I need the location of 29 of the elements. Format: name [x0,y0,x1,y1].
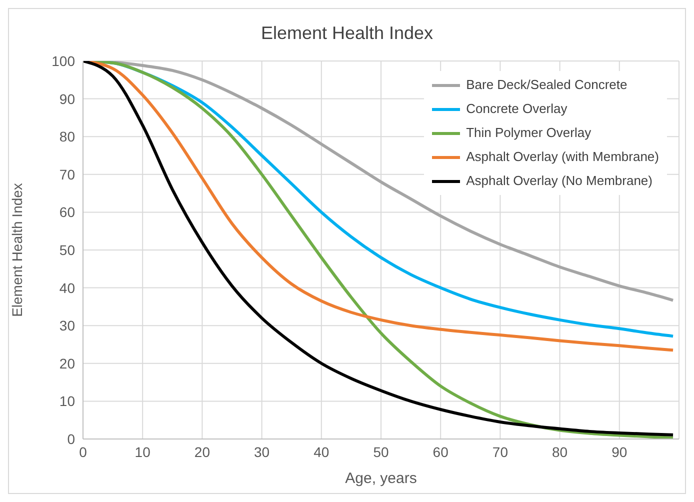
y-tick-label: 80 [59,128,76,145]
legend-label: Asphalt Overlay (with Membrane) [465,148,659,166]
y-axis-title: Element Health Index [8,183,25,317]
legend-label: Thin Polymer Overlay [465,124,592,142]
x-tick-label: 50 [373,444,389,460]
x-tick-label: 0 [79,444,88,460]
y-tick-label: 100 [52,52,76,69]
legend-label: Bare Deck/Sealed Concrete [465,76,628,94]
y-tick-label: 30 [59,318,76,334]
x-tick-label: 10 [134,444,151,460]
x-tick-label: 40 [314,444,330,460]
y-tick-label: 90 [59,90,76,107]
y-tick-label: 70 [59,166,76,182]
x-tick-label: 20 [194,444,210,460]
x-tick-label: 90 [612,444,628,460]
y-tick-label: 60 [59,204,76,220]
x-tick-label: 30 [254,444,270,460]
x-tick-label: 80 [552,444,568,460]
legend-label: Asphalt Overlay (No Membrane) [465,172,654,190]
x-tick-label: 70 [492,444,508,460]
y-tick-label: 20 [59,355,76,372]
chart-title: Element Health Index [260,22,434,45]
y-tick-label: 0 [67,430,76,447]
x-tick-label: 60 [432,444,449,460]
y-tick-label: 50 [59,242,76,258]
legend-label: Concrete Overlay [465,100,568,118]
x-axis-title: Age, years [345,470,417,487]
y-tick-label: 10 [59,393,76,410]
y-tick-label: 40 [59,280,76,296]
